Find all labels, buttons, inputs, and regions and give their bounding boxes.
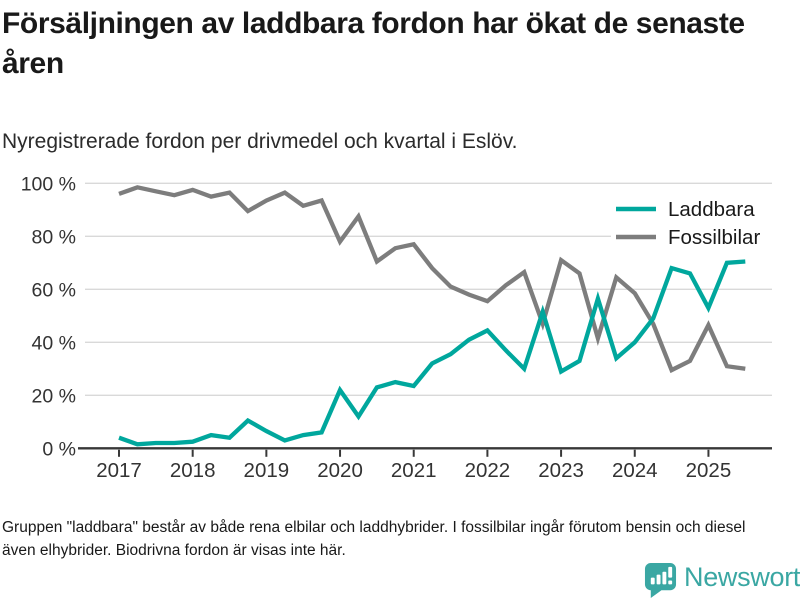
y-axis-label: 80 % bbox=[32, 226, 76, 248]
y-axis-label: 60 % bbox=[32, 279, 76, 301]
x-axis-label: 2020 bbox=[317, 459, 363, 482]
x-axis-label: 2023 bbox=[538, 459, 584, 482]
y-axis-label: 20 % bbox=[32, 385, 76, 407]
x-axis-label: 2021 bbox=[391, 459, 437, 482]
page-title: Försäljningen av laddbara fordon har öka… bbox=[2, 7, 745, 80]
x-axis-label: 2018 bbox=[170, 459, 216, 482]
laddbara-line bbox=[118, 259, 746, 447]
fossilbilar-line bbox=[118, 185, 746, 374]
newsworthy-logo-icon bbox=[644, 563, 677, 598]
x-axis-label: 2022 bbox=[465, 459, 511, 482]
y-axis-label: 100 % bbox=[21, 173, 76, 195]
newsworthy-brand[interactable]: Newsworthy bbox=[644, 562, 800, 598]
x-axis-label: 2019 bbox=[244, 459, 290, 482]
x-axis-label: 2025 bbox=[686, 459, 732, 482]
legend-label-fossilbilar: Fossilbilar bbox=[668, 226, 760, 249]
x-axis-label: 2024 bbox=[612, 459, 658, 482]
x-axis-label: 2017 bbox=[96, 459, 142, 482]
chart-subtitle: Nyregistrerade fordon per drivmedel och … bbox=[2, 130, 518, 153]
legend-label-laddbara: Laddbara bbox=[668, 198, 755, 221]
line-chart: 0 % 20 % 40 % 60 % 80 % 100 % 2017 2018 2019 2020… bbox=[21, 173, 772, 482]
legend-background bbox=[611, 191, 772, 251]
y-axis-label: 0 % bbox=[42, 438, 76, 460]
footer-note: Gruppen "laddbara" består av både rena e… bbox=[2, 519, 746, 559]
y-axis-label: 40 % bbox=[32, 332, 76, 354]
newsworthy-wordmark: Newsworthy bbox=[684, 562, 800, 592]
